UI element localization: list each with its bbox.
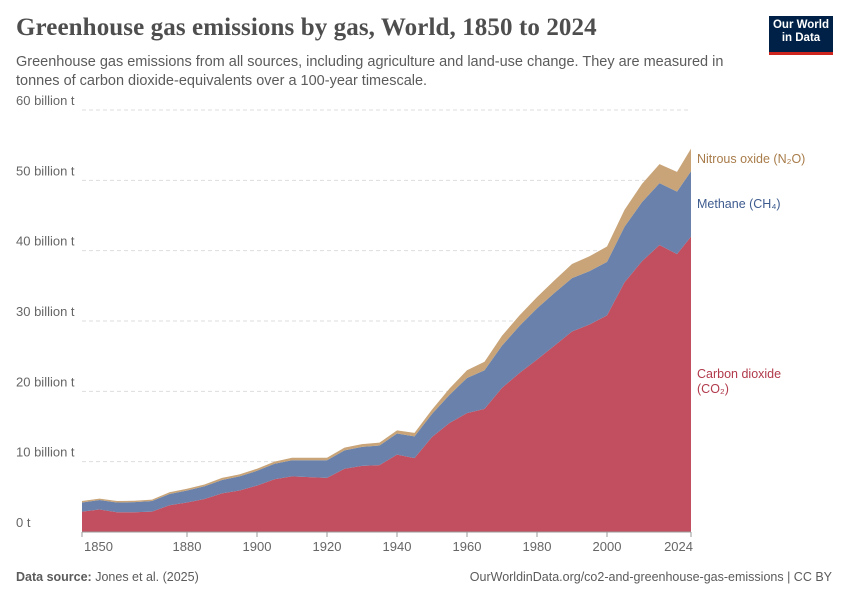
series-label[interactable]: Carbon dioxide [697,367,781,381]
chart-title: Greenhouse gas emissions by gas, World, … [16,14,597,41]
y-tick-label: 30 billion t [16,304,75,319]
x-tick-label: 1980 [523,539,552,554]
y-tick-label: 20 billion t [16,374,75,389]
y-tick-label: 0 t [16,515,31,530]
x-tick-label: 2024 [664,539,693,554]
logo-line-1: Our World [772,19,829,31]
source-label: Data source: [16,570,92,584]
area-co2[interactable] [82,236,691,532]
chart-subtitle: Greenhouse gas emissions from all source… [16,54,724,89]
y-tick-label: 10 billion t [16,445,75,460]
series-label[interactable]: Nitrous oxide (N₂O) [697,152,805,166]
owid-logo[interactable]: Our World in Data [769,16,833,55]
url-license[interactable]: OurWorldinData.org/co2-and-greenhouse-ga… [469,570,832,584]
data-source: Data source: Jones et al. (2025) [16,570,199,584]
y-tick-label: 40 billion t [16,234,75,249]
x-tick-label: 1940 [383,539,412,554]
logo-line-2: in Data [781,32,821,44]
x-tick-label: 1960 [453,539,482,554]
x-tick-label: 1920 [313,539,342,554]
x-tick-label: 2000 [593,539,622,554]
series-label[interactable]: Methane (CH₄) [697,197,781,211]
series-label[interactable]: (CO₂) [697,382,729,396]
source-value[interactable]: Jones et al. (2025) [95,570,199,584]
x-tick-label: 1880 [173,539,202,554]
x-tick-label: 1900 [243,539,272,554]
x-tick-label: 1850 [84,539,113,554]
y-tick-label: 50 billion t [16,163,75,178]
y-tick-label: 60 billion t [16,93,75,108]
area-ch4[interactable] [82,171,691,513]
